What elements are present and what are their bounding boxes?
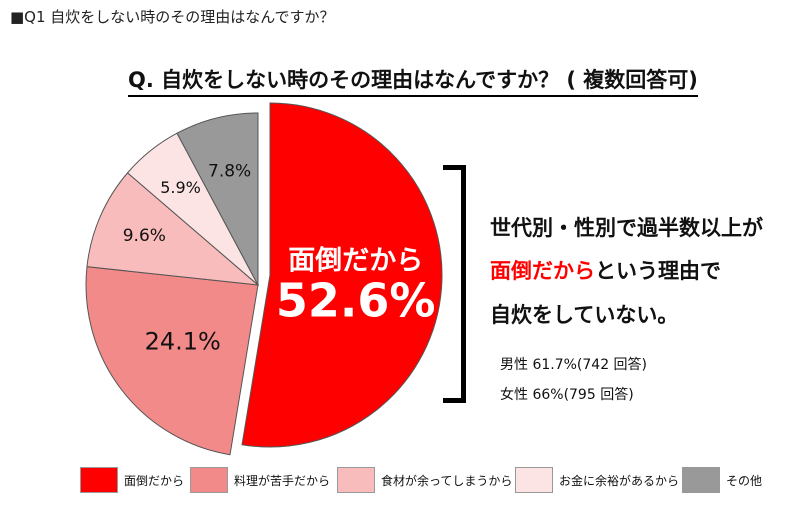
- legend-swatch: [80, 467, 118, 493]
- legend-label: お金に余裕があるから: [559, 473, 680, 488]
- chart-title: Q. 自炊をしない時のその理由はなんですか？ ( 複数回答可): [128, 64, 698, 97]
- legend-label: 面倒だから: [124, 473, 185, 488]
- annotation-line-2-rest: という理由で: [595, 259, 721, 283]
- annotation-highlight: 面倒だから: [490, 259, 595, 283]
- legend-item-sonota: その他: [682, 466, 762, 494]
- pie-label-sonota: 7.8%: [208, 162, 251, 182]
- annotation-bracket: [443, 165, 466, 403]
- pie-label-okane: 5.9%: [160, 178, 201, 197]
- pie-slice-nigate: [85, 266, 259, 456]
- legend-item-nigate: 料理が苦手だから: [190, 466, 330, 494]
- pie-label-shokuzai: 9.6%: [123, 226, 166, 246]
- legend-item-mendou: 面倒だから: [80, 466, 184, 494]
- pie-label-nigate: 24.1%: [145, 327, 221, 355]
- pie-slice-mendou: [241, 102, 443, 448]
- annotation-line-3: 自炊をしていない。: [490, 303, 679, 327]
- annotation-line-2: 面倒だからという理由で: [490, 255, 721, 285]
- legend-swatch: [515, 467, 553, 493]
- legend-label: 食材が余ってしまうから: [381, 473, 513, 488]
- pie-slice-shokuzai: [86, 172, 260, 286]
- pie-slice-sonota: [176, 112, 259, 286]
- legend-item-shokuzai: 食材が余ってしまうから: [337, 466, 512, 494]
- legend-swatch: [337, 467, 375, 493]
- legend-swatch: [682, 467, 720, 493]
- main-slice-label: 面倒だから: [288, 246, 423, 277]
- chart-legend: 面倒だから 料理が苦手だから 食材が余ってしまうから お金に余裕があるから その…: [0, 466, 800, 494]
- stat-female: 女性 66%(795 回答): [500, 387, 634, 403]
- stat-male: 男性 61.7%(742 回答): [500, 357, 648, 373]
- header-title: ■Q1 自炊をしない時のその理由はなんですか？: [10, 8, 335, 26]
- legend-item-okane: お金に余裕があるから: [515, 466, 679, 494]
- legend-label: 料理が苦手だから: [234, 473, 331, 488]
- legend-label: その他: [726, 473, 763, 488]
- legend-swatch: [190, 467, 228, 493]
- main-slice-percent: 52.6%: [276, 274, 436, 328]
- annotation-line-1: 世代別・性別で過半数以上が: [490, 216, 763, 240]
